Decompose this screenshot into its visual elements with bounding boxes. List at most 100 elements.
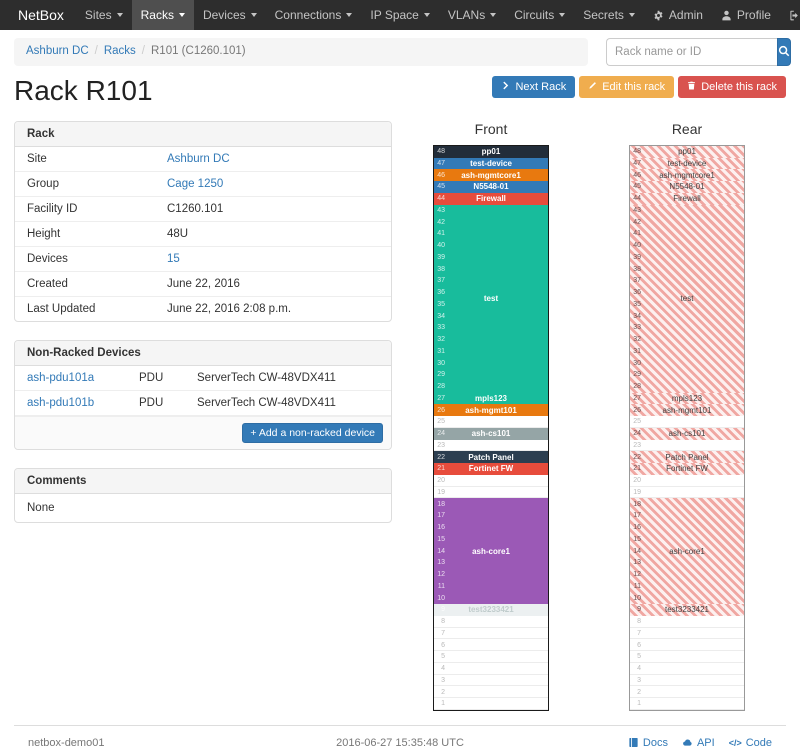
rack-device-ash-cs101[interactable]: ash-cs101 — [434, 427, 548, 440]
rack-device-test3233421[interactable]: test3233421 — [434, 604, 548, 616]
next-rack-button[interactable]: Next Rack — [492, 76, 576, 98]
nav-item-racks[interactable]: Racks — [131, 0, 194, 30]
comments-body: None — [27, 501, 55, 514]
rack-unit-25[interactable] — [434, 416, 548, 428]
nav-item-secrets[interactable]: Secrets — [574, 0, 644, 30]
rack-unit-6[interactable] — [434, 639, 548, 652]
rack-unit-23[interactable] — [434, 439, 548, 452]
rack-device-N5548-01[interactable]: N5548-01 — [630, 181, 744, 193]
nav-item-label: Sites — [84, 8, 112, 22]
nav-item-label: Circuits — [514, 8, 555, 22]
rack-unit-4[interactable] — [434, 662, 548, 675]
attribute-value: June 22, 2016 — [167, 277, 240, 290]
footer-link-docs[interactable]: Docs — [628, 737, 668, 749]
device-name-link[interactable]: ash-pdu101a — [27, 371, 95, 384]
rack-device-test3233421[interactable]: test3233421 — [630, 604, 744, 616]
pencil-icon — [588, 81, 597, 93]
rack-attribute-row: Height 48U — [15, 222, 391, 247]
rack-elevation-front: pp01 test-device ash-mgmtcore1 N5548-01 Fire… — [433, 144, 549, 711]
rack-device-ash-mgmtcore1[interactable]: ash-mgmtcore1 — [434, 169, 548, 182]
comments-panel-heading: Comments — [15, 468, 391, 494]
search-input[interactable] — [606, 38, 777, 66]
rack-unit-7[interactable] — [434, 627, 548, 640]
breadcrumb-item: R101 (C1260.101) — [151, 45, 246, 57]
logout-icon — [789, 10, 800, 21]
rack-device-ash-mgmtcore1[interactable]: ash-mgmtcore1 — [630, 169, 744, 182]
rack-unit-19[interactable] — [434, 486, 548, 499]
search-button[interactable] — [777, 38, 791, 66]
trash-icon — [687, 81, 696, 93]
rack-unit-5 — [630, 651, 744, 663]
breadcrumb-item[interactable]: Racks — [103, 45, 136, 57]
attribute-label: Group — [27, 177, 59, 190]
nav-right-label: Admin — [668, 8, 703, 22]
rack-device-pp01[interactable]: pp01 — [630, 145, 744, 158]
rack-unit-3[interactable] — [434, 674, 548, 687]
nav-item-circuits[interactable]: Circuits — [505, 0, 574, 30]
rack-unit-20 — [630, 474, 744, 487]
rack-device-test[interactable]: test — [630, 204, 744, 393]
rack-unit-1[interactable] — [434, 698, 548, 710]
rack-device-Patch Panel[interactable]: Patch Panel — [434, 451, 548, 464]
nav-item-connections[interactable]: Connections — [266, 0, 362, 30]
rear-elevation-title: Rear — [671, 120, 703, 137]
rack-device-ash-mgmt101[interactable]: ash-mgmt101 — [434, 404, 548, 417]
page-footer: netbox-demo01 2016-06-27 15:35:48 UTC Do… — [14, 724, 786, 753]
gear-icon — [653, 10, 664, 21]
rack-device-ash-mgmt101[interactable]: ash-mgmt101 — [630, 404, 744, 417]
rack-unit-8 — [630, 615, 744, 628]
attribute-value[interactable]: Ashburn DC — [167, 152, 230, 165]
rack-device-test-device[interactable]: test-device — [434, 157, 548, 170]
chevron-down-icon — [250, 13, 257, 17]
nav-item-label: Connections — [274, 8, 342, 22]
chevron-down-icon — [116, 13, 123, 17]
breadcrumb-item[interactable]: Ashburn DC — [26, 45, 89, 57]
rack-unit-2[interactable] — [434, 686, 548, 699]
rack-device-mpls123[interactable]: mpls123 — [630, 392, 744, 405]
attribute-label: Created — [27, 277, 68, 290]
rack-device-ash-core1[interactable]: ash-core1 — [630, 498, 744, 605]
rack-device-Fortinet FW[interactable]: Fortinet FW — [630, 463, 744, 475]
add-non-racked-device-button[interactable]: + Add a non-racked device — [242, 422, 383, 443]
rack-device-Patch Panel[interactable]: Patch Panel — [630, 451, 744, 464]
device-role: PDU — [139, 396, 164, 409]
attribute-value[interactable]: Cage 1250 — [167, 177, 224, 190]
rack-device-pp01[interactable]: pp01 — [434, 145, 548, 158]
rack-attribute-row: Group Cage 1250 — [15, 172, 391, 197]
rack-device-test[interactable]: test — [434, 204, 548, 393]
nav-item-devices[interactable]: Devices — [194, 0, 266, 30]
nav-item-vlans[interactable]: VLANs — [439, 0, 505, 30]
nav-item-sites[interactable]: Sites — [76, 0, 132, 30]
device-name-link[interactable]: ash-pdu101b — [27, 396, 95, 409]
attribute-label: Last Updated — [27, 302, 96, 315]
rack-unit-1 — [630, 698, 744, 710]
delete-rack-button[interactable]: Delete this rack — [678, 76, 786, 98]
rack-device-Firewall[interactable]: Firewall — [630, 192, 744, 205]
rack-unit-2 — [630, 686, 744, 699]
rack-device-Fortinet FW[interactable]: Fortinet FW — [434, 463, 548, 475]
nav-profile[interactable]: Profile — [712, 0, 780, 30]
rack-panel-heading: Rack — [15, 121, 391, 147]
footer-link-code[interactable]: </> Code — [729, 737, 772, 749]
attribute-value[interactable]: 15 — [167, 252, 180, 265]
edit-rack-button[interactable]: Edit this rack — [579, 76, 675, 98]
chevron-down-icon — [346, 13, 353, 17]
rack-device-mpls123[interactable]: mpls123 — [434, 392, 548, 405]
rack-device-Firewall[interactable]: Firewall — [434, 192, 548, 205]
rack-device-ash-core1[interactable]: ash-core1 — [434, 498, 548, 605]
rack-unit-20[interactable] — [434, 474, 548, 487]
nav-item-ip-space[interactable]: IP Space — [361, 0, 438, 30]
non-racked-device-row: ash-pdu101b PDU ServerTech CW-48VDX411 — [15, 391, 391, 416]
nav-log-out[interactable]: Log out — [780, 0, 800, 30]
footer-link-api[interactable]: API — [682, 737, 715, 749]
rack-unit-8[interactable] — [434, 615, 548, 628]
app-brand[interactable]: NetBox — [18, 7, 64, 23]
rack-device-ash-cs101[interactable]: ash-cs101 — [630, 427, 744, 440]
nav-admin[interactable]: Admin — [644, 0, 712, 30]
rack-unit-5[interactable] — [434, 651, 548, 663]
book-icon — [628, 737, 639, 748]
device-role: PDU — [139, 371, 164, 384]
rack-device-test-device[interactable]: test-device — [630, 157, 744, 170]
rack-unit-3 — [630, 674, 744, 687]
rack-device-N5548-01[interactable]: N5548-01 — [434, 181, 548, 193]
